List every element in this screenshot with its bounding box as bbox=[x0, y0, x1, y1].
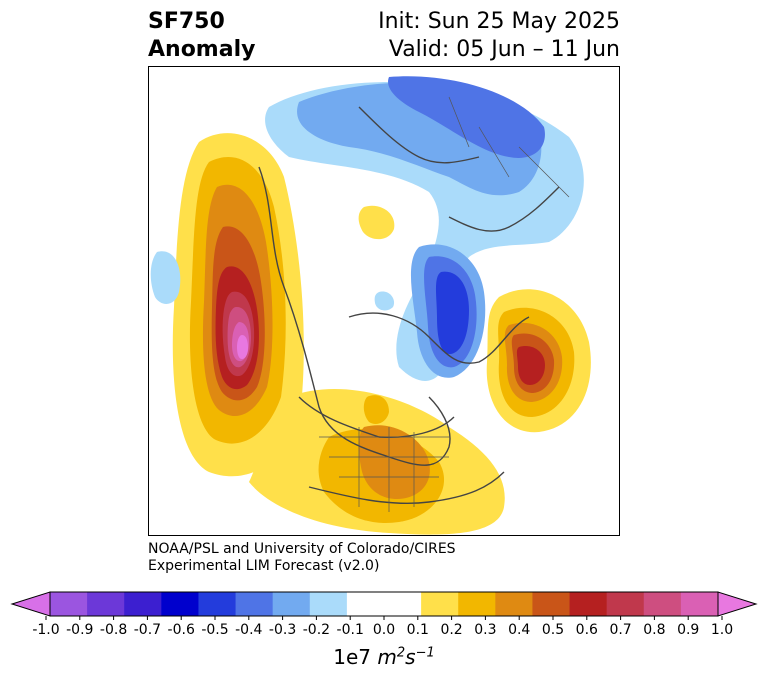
colorbar-unit-label: 1e7 m2s−1 bbox=[0, 645, 768, 669]
colorbar: -1.0 -0.9 -0.8 -0.7 -0.6 -0.5 -0.4 -0.3 -0.2 -0.1… bbox=[10, 591, 758, 638]
anomaly-russia-high bbox=[486, 289, 591, 433]
credit-line-2: Experimental LIM Forecast (v2.0) bbox=[148, 558, 380, 574]
valid-range: Valid: 05 Jun – 11 Jun bbox=[388, 37, 620, 62]
colorbar-cell bbox=[87, 592, 125, 616]
colorbar-cell bbox=[272, 592, 311, 616]
anomaly-map bbox=[150, 76, 591, 535]
colorbar-tick-label: 0.8 bbox=[643, 622, 665, 638]
colorbar-cell bbox=[680, 592, 719, 616]
colorbar-tick-label: 0.3 bbox=[474, 622, 496, 638]
colorbar-tick-label: 0.5 bbox=[542, 622, 564, 638]
credit-line-1: NOAA/PSL and University of Colorado/CIRE… bbox=[148, 541, 456, 557]
colorbar-tick-label: 0.4 bbox=[508, 622, 530, 638]
colorbar-tick-label: -0.4 bbox=[235, 622, 262, 638]
colorbar-cell bbox=[198, 592, 237, 616]
unit-m: m bbox=[377, 645, 397, 669]
anomaly-europe-low bbox=[150, 76, 584, 381]
unit-m-exponent: 2 bbox=[396, 645, 406, 661]
colorbar-tick-label: 1.0 bbox=[711, 622, 733, 638]
colorbar-tick-label: -0.1 bbox=[337, 622, 364, 638]
init-date: Init: Sun 25 May 2025 bbox=[378, 9, 620, 34]
colorbar-cell bbox=[458, 592, 496, 616]
colorbar-cell bbox=[606, 592, 645, 616]
colorbar-cells bbox=[10, 591, 758, 617]
colorbar-tick-label: 0.9 bbox=[677, 622, 699, 638]
colorbar-tick-label: -1.0 bbox=[32, 622, 59, 638]
data-credit: NOAA/PSL and University of Colorado/CIRE… bbox=[148, 541, 456, 575]
colorbar-cell bbox=[309, 592, 348, 616]
colorbar-cell bbox=[384, 592, 422, 616]
colorbar-tick-label: -0.3 bbox=[269, 622, 296, 638]
unit-s: s bbox=[405, 645, 416, 669]
title-block-left: SF750 Anomaly bbox=[148, 8, 255, 64]
unit-s-exponent: −1 bbox=[415, 645, 435, 661]
colorbar-tick-label: -0.7 bbox=[134, 622, 161, 638]
colorbar-cell bbox=[643, 592, 682, 616]
colorbar-extend-low bbox=[10, 591, 51, 617]
colorbar-cell bbox=[235, 592, 274, 616]
colorbar-cell bbox=[346, 592, 385, 616]
colorbar-cell bbox=[569, 592, 608, 616]
colorbar-cell bbox=[495, 592, 533, 616]
colorbar-tick-label: -0.2 bbox=[303, 622, 330, 638]
colorbar-cell bbox=[161, 592, 199, 616]
colorbar-cell bbox=[532, 592, 571, 616]
map-panel bbox=[148, 66, 620, 536]
colorbar-tick-label: -0.6 bbox=[168, 622, 195, 638]
colorbar-tick-label: 0.2 bbox=[440, 622, 462, 638]
colorbar-tick-label: 0.1 bbox=[407, 622, 429, 638]
anomaly-title: Anomaly bbox=[148, 37, 256, 62]
colorbar-tick-label: 0.7 bbox=[609, 622, 631, 638]
anomaly-us-high bbox=[249, 205, 505, 535]
variable-title: SF750 bbox=[148, 9, 225, 34]
colorbar-cell bbox=[124, 592, 162, 616]
colorbar-extend-high bbox=[717, 591, 758, 617]
colorbar-tick-label: -0.9 bbox=[66, 622, 93, 638]
colorbar-ticks: -1.0 -0.9 -0.8 -0.7 -0.6 -0.5 -0.4 -0.3 -0.2 -0.1… bbox=[32, 616, 733, 638]
colorbar-tick-label: 0.0 bbox=[373, 622, 395, 638]
colorbar-cell bbox=[421, 592, 459, 616]
colorbar-tick-label: -0.5 bbox=[201, 622, 228, 638]
colorbar-cell bbox=[50, 592, 88, 616]
unit-prefix: 1e7 bbox=[333, 645, 378, 669]
colorbar-tick-label: -0.8 bbox=[100, 622, 127, 638]
title-block-right: Init: Sun 25 May 2025 Valid: 05 Jun – 11… bbox=[378, 8, 620, 64]
colorbar-tick-label: 0.6 bbox=[576, 622, 598, 638]
political-borders bbox=[319, 96, 570, 512]
coastline-outline bbox=[258, 106, 560, 505]
